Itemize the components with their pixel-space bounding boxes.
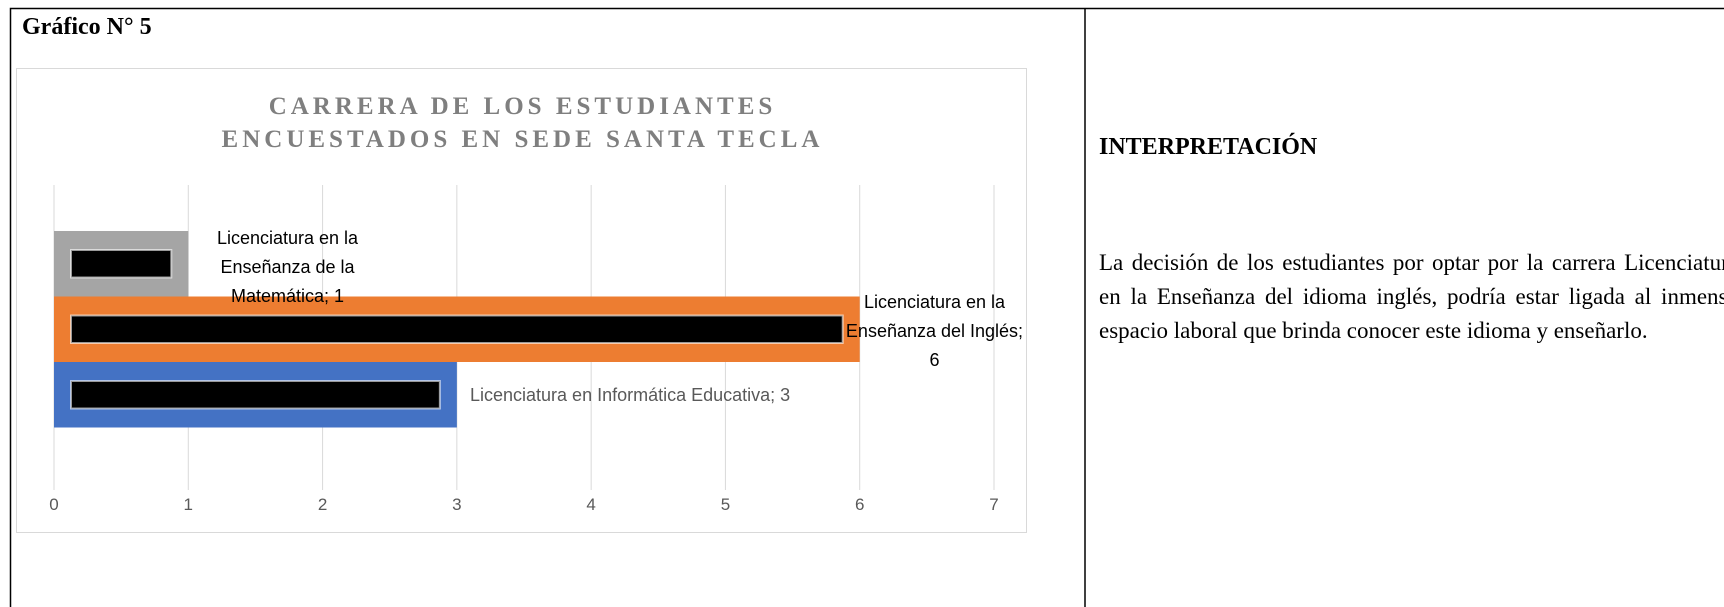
data-label: Licenciatura en la Enseñanza de la Matem… xyxy=(216,228,359,306)
x-tick-label: 4 xyxy=(586,495,595,514)
x-tick-label: 6 xyxy=(855,495,864,514)
paragraph: La decisión de los estudiantes por optar… xyxy=(1099,250,1724,343)
chart-title: CARRERA DE LOS ESTUDIANTES ENCUESTADOS E… xyxy=(221,93,824,153)
x-tick-label: 2 xyxy=(318,495,327,514)
x-tick-label: 0 xyxy=(49,495,58,514)
doc-title: Gráfico N° 5 xyxy=(22,14,152,40)
heading: INTERPRETACIÓN xyxy=(1099,134,1318,160)
data-label: Licenciatura en la Enseñanza del Inglés;… xyxy=(845,292,1024,370)
data-label: Licenciatura en Informática Educativa; 3 xyxy=(470,385,791,405)
bar-inner xyxy=(70,314,844,344)
x-tick-label: 7 xyxy=(989,495,998,514)
x-tick-label: 5 xyxy=(721,495,730,514)
bar-inner xyxy=(70,380,441,410)
table-border xyxy=(9,7,1724,607)
x-tick-label: 1 xyxy=(184,495,193,514)
x-tick-label: 3 xyxy=(452,495,461,514)
bar-inner xyxy=(70,249,173,279)
plot: 0 1 2 3 4 5 6 7 xyxy=(49,185,999,514)
